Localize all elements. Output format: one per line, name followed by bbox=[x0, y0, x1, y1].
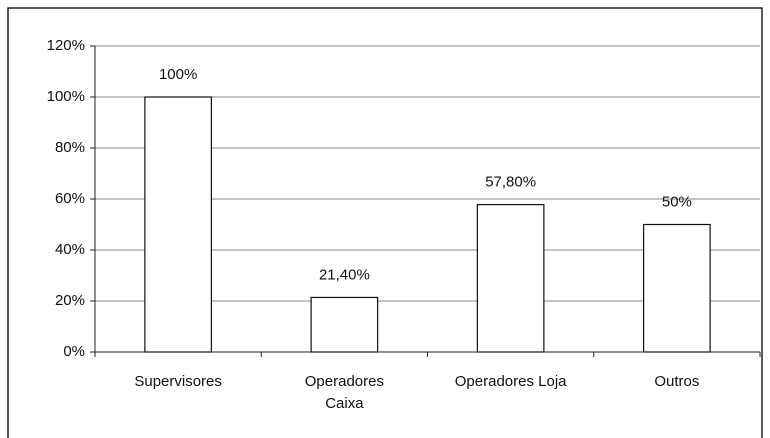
chart-border bbox=[7, 7, 763, 438]
data-label: 100% bbox=[159, 66, 197, 83]
y-tick-label: 120% bbox=[47, 37, 85, 54]
y-tick-label: 60% bbox=[55, 190, 85, 207]
y-tick-label: 20% bbox=[55, 292, 85, 309]
y-tick-label: 80% bbox=[55, 139, 85, 156]
x-tick-label: Outros bbox=[654, 373, 699, 390]
data-label: 57,80% bbox=[485, 174, 536, 191]
data-label: 21,40% bbox=[319, 266, 370, 283]
x-tick-label: Caixa bbox=[325, 395, 364, 412]
y-tick-label: 100% bbox=[47, 88, 85, 105]
bar bbox=[476, 204, 545, 353]
y-tick-label: 0% bbox=[63, 343, 85, 360]
bar bbox=[144, 96, 212, 353]
x-tick-label: Operadores bbox=[305, 373, 384, 390]
y-tick-label: 40% bbox=[55, 241, 85, 258]
bar bbox=[310, 296, 379, 353]
x-tick-label: Operadores Loja bbox=[455, 373, 567, 390]
x-tick-label: Supervisores bbox=[134, 373, 222, 390]
data-label: 50% bbox=[662, 193, 692, 210]
bar bbox=[643, 223, 711, 353]
